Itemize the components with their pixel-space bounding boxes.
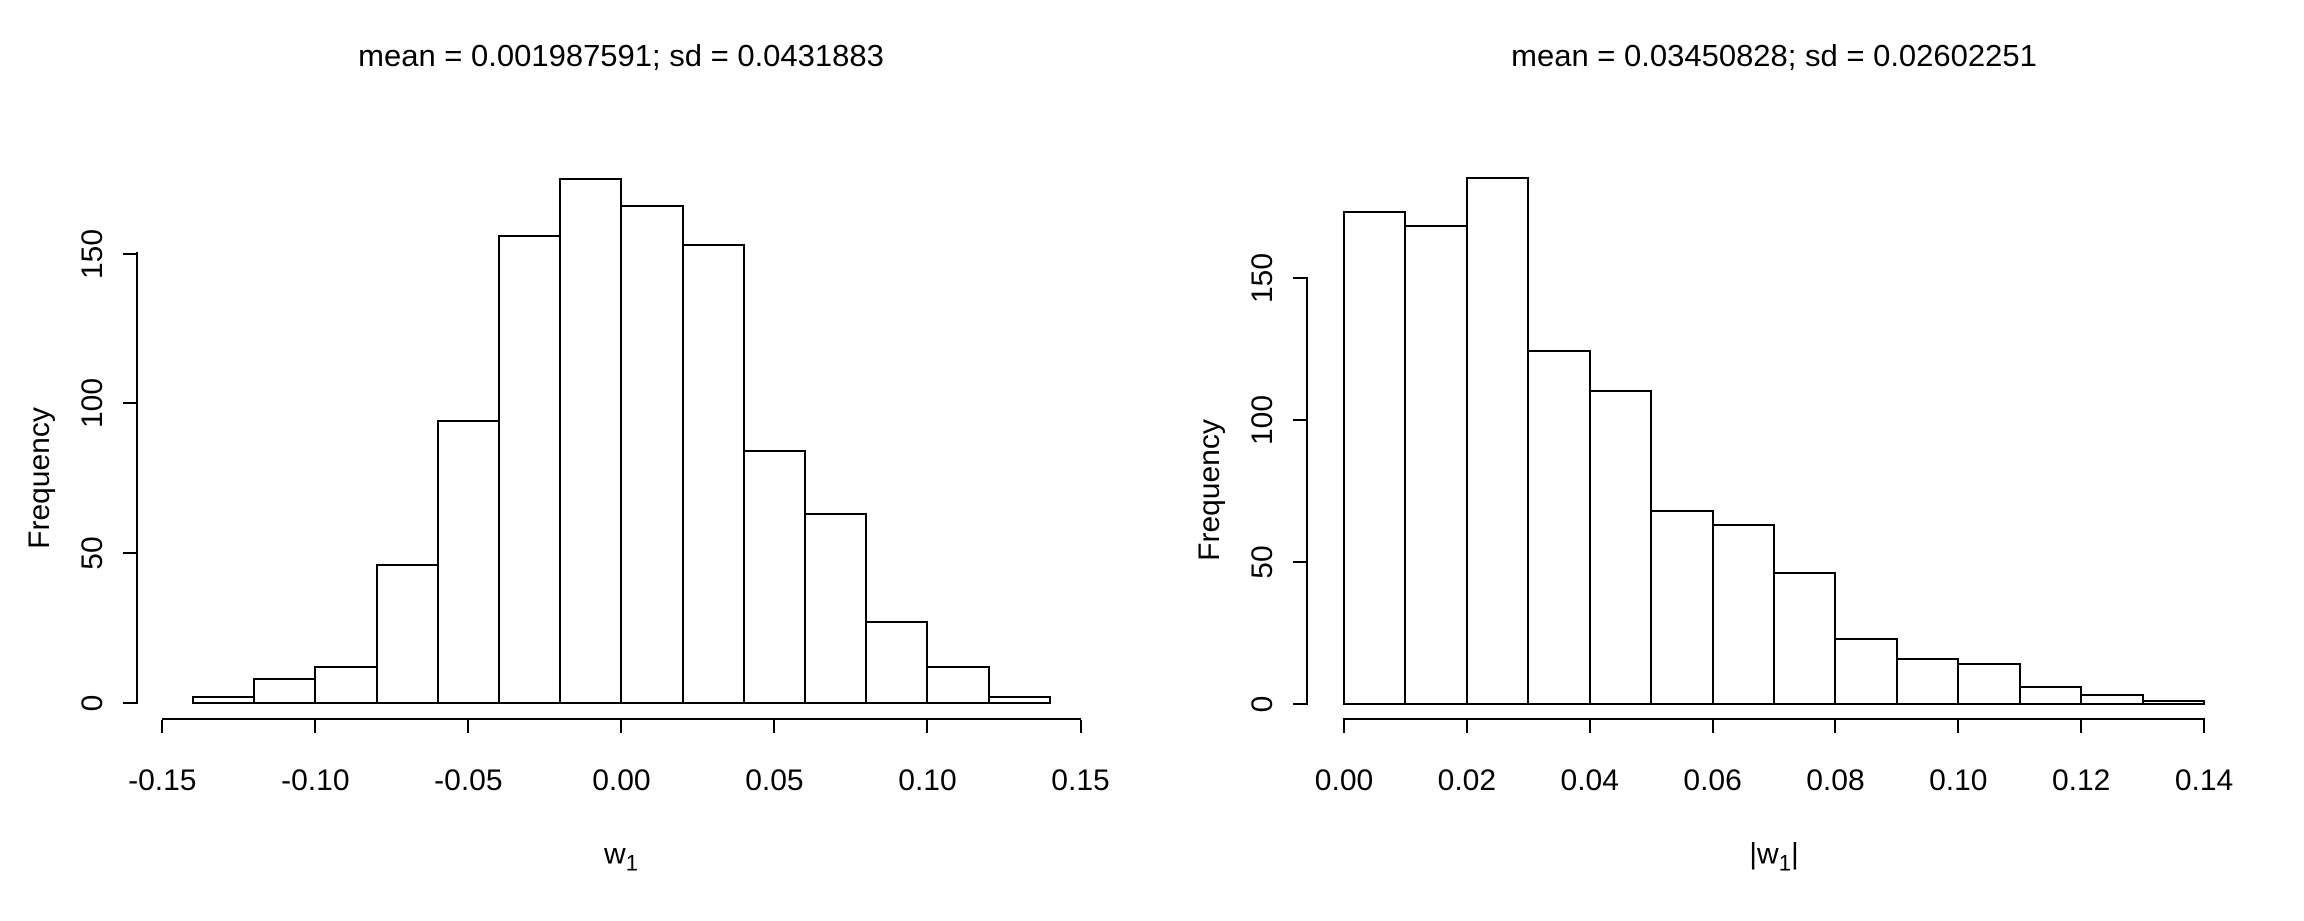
x-axis-line (161, 718, 1082, 720)
histogram-bar (1895, 657, 1960, 705)
x-axis-tick (2203, 720, 2206, 733)
y-axis-tick (123, 402, 136, 405)
x-axis-tick-label: 0.00 (592, 764, 651, 797)
x-axis-label-subscript: 1 (625, 850, 638, 876)
y-axis-line (1306, 276, 1308, 705)
x-axis-tick-label: 0.02 (1437, 764, 1497, 797)
x-axis-tick (1465, 720, 1468, 733)
plot-title: mean = 0.03450828; sd = 0.02602251 (1511, 38, 2037, 73)
y-axis-tick-label: 150 (1246, 252, 1279, 303)
x-axis-tick (1588, 720, 1591, 733)
histogram-bar (742, 450, 807, 704)
x-axis-tick-label: 0.12 (2051, 764, 2111, 797)
x-axis-tick-label: -0.10 (281, 764, 350, 797)
y-axis-tick (123, 702, 136, 704)
x-axis-label-suffix: | (1790, 837, 1799, 871)
x-axis-label-base: |w (1749, 837, 1779, 871)
x-axis-label-base: w (604, 837, 626, 871)
y-axis-line (136, 252, 138, 704)
x-axis-tick-label: 0.08 (1806, 764, 1865, 797)
y-axis-tick (1293, 703, 1306, 705)
x-axis-tick (2080, 720, 2083, 733)
histogram-bar (1404, 225, 1468, 705)
x-axis-tick-label: -0.15 (128, 764, 197, 797)
y-axis-tick (123, 252, 136, 255)
x-axis-tick-label: 0.04 (1560, 764, 1619, 797)
histogram-bar (804, 513, 868, 704)
histogram-bar (2018, 685, 2083, 705)
x-axis-tick (467, 720, 470, 733)
histogram-bar (987, 696, 1051, 704)
histogram-bar (1465, 177, 1530, 705)
histogram-bar (1588, 390, 1653, 705)
y-axis-tick (123, 552, 136, 555)
histogram-bar (2141, 700, 2205, 705)
x-axis-tick-label: 0.00 (1314, 764, 1374, 797)
histogram-bar (1773, 572, 1837, 705)
plot-title: mean = 0.001987591; sd = 0.0431883 (358, 38, 884, 73)
y-axis-tick (1293, 560, 1306, 563)
y-axis-label: Frequency (1193, 419, 1226, 561)
histogram-bar (253, 678, 317, 704)
x-axis-tick (1343, 720, 1345, 733)
x-axis-tick (161, 720, 164, 733)
x-axis-tick-label: 0.14 (2174, 764, 2234, 797)
x-axis-tick (773, 720, 776, 733)
x-axis-tick (1957, 720, 1960, 733)
histogram-bar (1957, 663, 2021, 705)
x-axis-tick (1834, 720, 1837, 733)
histogram-bar (2080, 694, 2144, 705)
histogram-bar (1650, 509, 1714, 705)
x-axis-tick-label: 0.15 (1051, 764, 1110, 797)
histogram-bar (1343, 211, 1407, 705)
histogram-bar (1711, 523, 1775, 705)
x-axis-tick (1711, 720, 1714, 733)
x-axis-tick (1079, 720, 1082, 733)
x-axis-tick-label: -0.05 (434, 764, 503, 797)
x-axis-label: |w1| (1749, 838, 1799, 877)
x-axis-line (1343, 718, 2206, 720)
histogram-bar (1527, 350, 1591, 705)
y-axis-tick (1293, 276, 1306, 279)
x-axis-tick-label: 0.05 (745, 764, 804, 797)
y-axis-tick-label: 0 (1246, 695, 1279, 713)
histogram-bar (681, 243, 745, 704)
x-axis-tick (620, 720, 623, 733)
y-axis-tick-label: 50 (1246, 545, 1279, 579)
x-axis-tick-label: 0.10 (1929, 764, 1988, 797)
x-axis-tick-label: 0.10 (898, 764, 957, 797)
histogram-bar (926, 666, 990, 704)
y-axis-tick-label: 100 (1246, 394, 1279, 445)
x-axis-tick-label: 0.06 (1683, 764, 1742, 797)
x-axis-tick (314, 720, 317, 733)
histogram-bar (1834, 637, 1898, 705)
histogram-bar (865, 621, 929, 704)
y-axis-tick (1293, 418, 1306, 421)
x-axis-label-subscript: 1 (1778, 850, 1791, 876)
x-axis-tick (926, 720, 929, 733)
x-axis-label: w1 (604, 838, 638, 877)
histogram-bar (314, 666, 378, 704)
